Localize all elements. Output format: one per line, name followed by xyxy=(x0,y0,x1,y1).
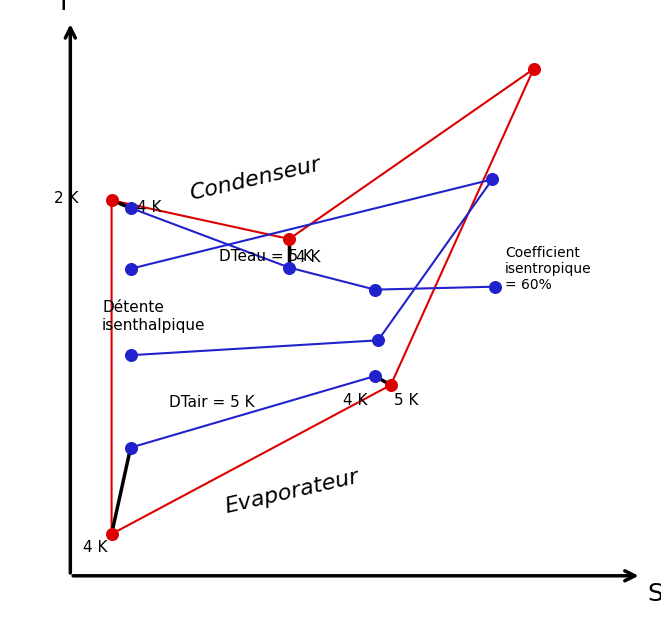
Text: Détente
isenthalpique: Détente isenthalpique xyxy=(102,301,206,333)
Text: S: S xyxy=(648,582,661,605)
Text: 5 K: 5 K xyxy=(394,392,418,408)
Point xyxy=(487,175,498,184)
Text: 2 K: 2 K xyxy=(54,191,79,206)
Text: 4 K: 4 K xyxy=(343,392,368,408)
Point xyxy=(284,234,295,244)
Text: 4 K: 4 K xyxy=(137,201,161,215)
Point xyxy=(126,264,136,274)
Text: DTeau = 5 K: DTeau = 5 K xyxy=(219,250,313,265)
Text: DTair = 5 K: DTair = 5 K xyxy=(169,396,254,410)
Text: 4 K: 4 K xyxy=(295,250,320,265)
Text: 4 K: 4 K xyxy=(83,540,108,555)
Point xyxy=(106,195,117,205)
Text: Coefficient
isentropique
= 60%: Coefficient isentropique = 60% xyxy=(505,245,592,292)
Point xyxy=(284,263,295,273)
Point xyxy=(126,350,136,360)
Point xyxy=(106,529,117,539)
Text: Evaporateur: Evaporateur xyxy=(223,467,361,517)
Point xyxy=(369,371,380,381)
Point xyxy=(385,380,396,390)
Point xyxy=(126,443,136,453)
Point xyxy=(126,203,136,213)
Text: Condenseur: Condenseur xyxy=(188,155,323,204)
Text: T: T xyxy=(56,0,71,16)
Point xyxy=(528,64,539,74)
Point xyxy=(369,284,380,294)
Point xyxy=(373,335,383,345)
Point xyxy=(490,282,501,292)
